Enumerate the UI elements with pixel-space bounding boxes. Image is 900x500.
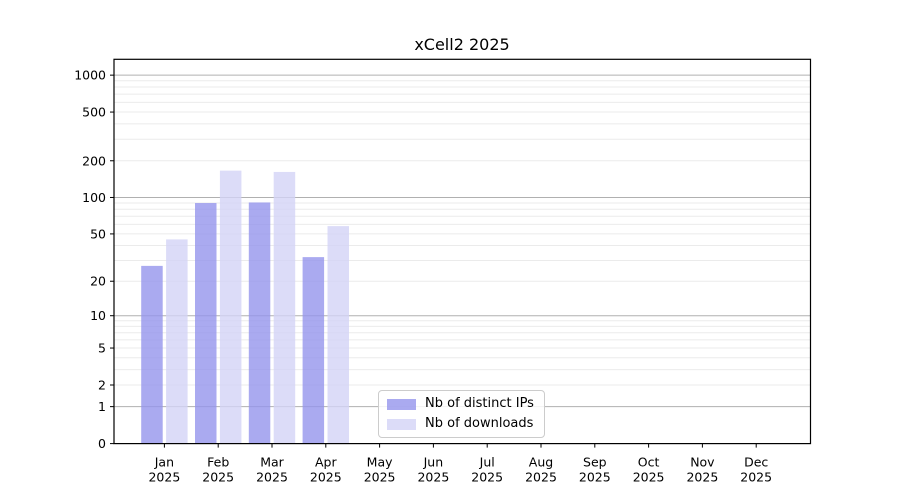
- bar-distinct-ips-feb: [195, 203, 217, 444]
- y-tick-label: 200: [82, 153, 106, 168]
- bar-downloads-mar: [273, 171, 296, 444]
- bar-downloads-apr: [327, 226, 349, 444]
- y-tick-label: 1000: [74, 68, 106, 83]
- legend-swatch-distinct-ips-icon: [387, 398, 416, 410]
- x-tick-label-year: 2025: [417, 470, 449, 485]
- x-tick-label-year: 2025: [740, 470, 772, 485]
- y-tick-label: 100: [82, 190, 106, 205]
- x-tick-label-year: 2025: [310, 470, 342, 485]
- x-tick-label-month: Jan: [154, 455, 174, 470]
- x-tick-label-month: Oct: [638, 455, 660, 470]
- x-tick-label-month: Apr: [315, 455, 337, 470]
- chart-title: xCell2 2025: [414, 35, 510, 54]
- x-tick-label-month: Dec: [744, 455, 768, 470]
- x-tick-label-year: 2025: [364, 470, 396, 485]
- x-tick-label-month: May: [367, 455, 393, 470]
- x-tick-label-month: Jun: [423, 455, 444, 470]
- y-tick-label: 20: [90, 274, 106, 289]
- bar-downloads-jan: [166, 239, 188, 444]
- y-tick-label: 1: [98, 399, 106, 414]
- x-tick-label-year: 2025: [148, 470, 180, 485]
- legend-item-downloads: Nb of downloads: [387, 417, 534, 431]
- legend-swatch-downloads-icon: [387, 418, 416, 430]
- y-tick-label: 0: [98, 436, 106, 451]
- x-tick-label-year: 2025: [202, 470, 234, 485]
- x-tick-label-year: 2025: [579, 470, 611, 485]
- legend-item-distinct-ips: Nb of distinct IPs: [387, 397, 534, 411]
- bar-distinct-ips-mar: [248, 202, 271, 444]
- x-tick-label-year: 2025: [525, 470, 557, 485]
- x-tick-label-month: Aug: [529, 455, 553, 470]
- y-tick-label: 500: [82, 105, 106, 120]
- x-tick-label-year: 2025: [633, 470, 665, 485]
- legend: Nb of distinct IPs Nb of downloads: [378, 390, 545, 438]
- y-tick-label: 5: [98, 341, 106, 356]
- legend-label-downloads: Nb of downloads: [425, 416, 534, 431]
- x-tick-label-year: 2025: [686, 470, 718, 485]
- x-tick-label-month: Feb: [207, 455, 229, 470]
- x-tick-label-month: Jul: [479, 455, 495, 470]
- x-tick-label-year: 2025: [471, 470, 503, 485]
- y-tick-label: 10: [90, 308, 106, 323]
- plot-border: [113, 58, 812, 445]
- y-tick-label: 50: [90, 226, 106, 241]
- bar-distinct-ips-apr: [302, 257, 325, 444]
- y-tick-label: 2: [98, 378, 106, 393]
- x-tick-label-year: 2025: [256, 470, 288, 485]
- bar-distinct-ips-jan: [141, 265, 163, 444]
- bar-downloads-feb: [219, 170, 242, 444]
- x-tick-label-month: Mar: [260, 455, 284, 470]
- x-tick-label-month: Nov: [690, 455, 715, 470]
- legend-label-distinct-ips: Nb of distinct IPs: [425, 396, 534, 411]
- x-tick-label-month: Sep: [583, 455, 607, 470]
